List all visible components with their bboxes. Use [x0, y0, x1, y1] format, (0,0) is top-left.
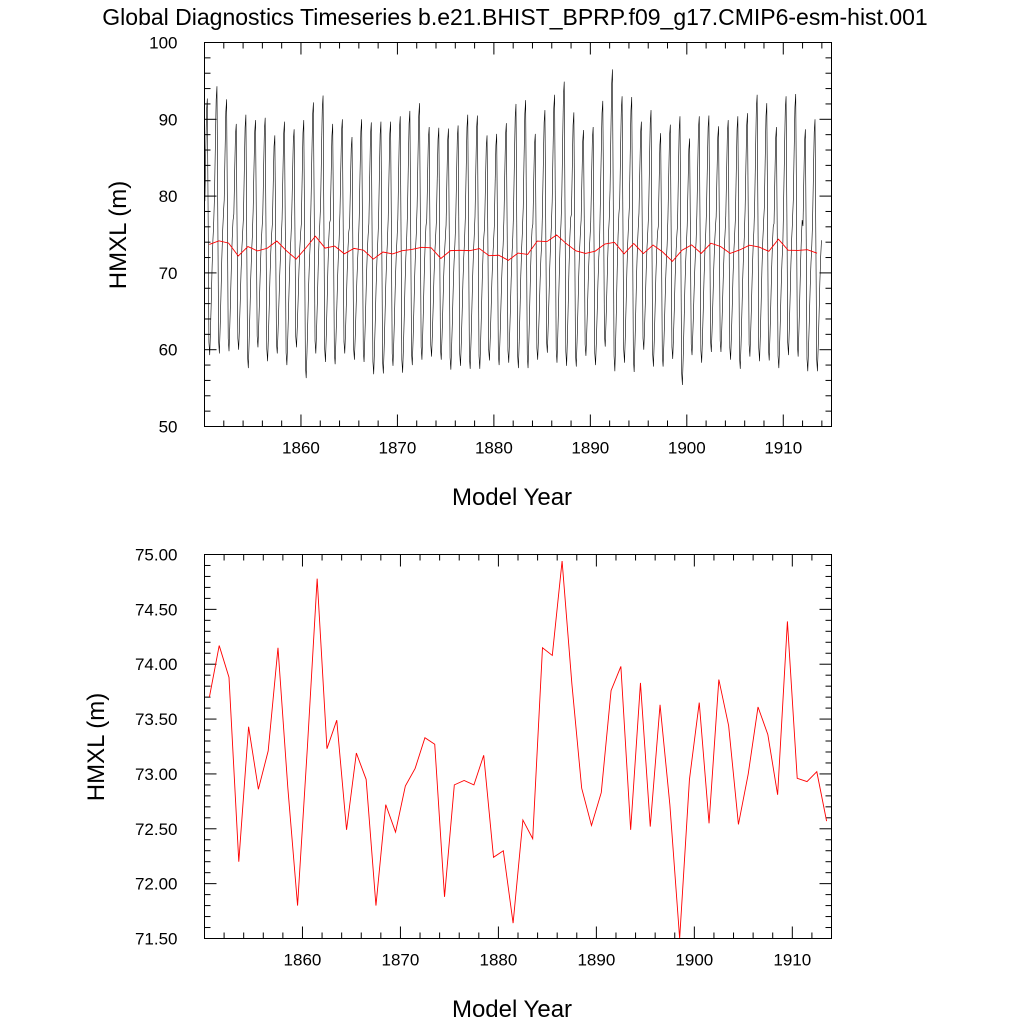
top-panel-series — [204, 69, 822, 386]
y-tick-label: 73.00 — [135, 765, 178, 784]
bottom-panel-y-axis-label: HMXL (m) — [83, 693, 110, 801]
bottom-panel-x-axis-label: Model Year — [452, 996, 572, 1023]
x-tick-label: 1900 — [668, 439, 706, 458]
y-tick-label: 72.50 — [135, 820, 178, 839]
top-monthly-series-line — [204, 69, 822, 386]
figure-title: Global Diagnostics Timeseries b.e21.BHIS… — [102, 4, 927, 30]
y-tick-label: 70 — [159, 264, 178, 283]
y-tick-label: 80 — [159, 187, 178, 206]
y-tick-label: 100 — [149, 34, 177, 53]
x-tick-label: 1910 — [773, 951, 811, 970]
top-panel-y-axis-label: HMXL (m) — [105, 181, 132, 289]
x-tick-label: 1870 — [382, 951, 420, 970]
y-tick-label: 75.00 — [135, 546, 178, 565]
x-tick-label: 1910 — [764, 439, 802, 458]
x-tick-label: 1880 — [475, 439, 513, 458]
x-tick-label: 1900 — [675, 951, 713, 970]
x-tick-label: 1860 — [282, 439, 320, 458]
bottom-panel-ticks — [204, 554, 832, 939]
top-panel: 1860 1870 1880 1890 1900 1910 50 60 70 80 90 100 Mo… — [105, 34, 832, 511]
x-tick-label: 1890 — [571, 439, 609, 458]
top-annual-mean-series-line — [209, 234, 818, 263]
top-panel-x-axis-label: Model Year — [452, 484, 572, 511]
x-tick-label: 1880 — [479, 951, 517, 970]
top-panel-frame — [204, 42, 832, 427]
x-tick-label: 1890 — [577, 951, 615, 970]
x-tick-label: 1870 — [379, 439, 417, 458]
bottom-annual-mean-series-line — [208, 561, 828, 939]
y-tick-label: 74.50 — [135, 600, 178, 619]
x-tick-label: 1860 — [284, 951, 322, 970]
bottom-panel-labels: 1860 1870 1880 1890 1900 1910 71.50 72.00 72.50 7… — [135, 546, 811, 970]
y-tick-label: 74.00 — [135, 655, 178, 674]
top-panel-ticks — [204, 42, 832, 427]
top-panel-labels: 1860 1870 1880 1890 1900 1910 50 60 70 80 90 100 — [149, 34, 802, 458]
bottom-panel-frame — [204, 554, 832, 939]
y-tick-label: 71.50 — [135, 930, 178, 949]
y-tick-label: 73.50 — [135, 710, 178, 729]
y-tick-label: 72.00 — [135, 875, 178, 894]
bottom-panel-series — [208, 561, 828, 939]
y-tick-label: 60 — [159, 341, 178, 360]
y-tick-label: 90 — [159, 110, 178, 129]
y-tick-label: 50 — [159, 418, 178, 437]
bottom-panel: 1860 1870 1880 1890 1900 1910 71.50 72.00 72.50 7… — [83, 546, 832, 1023]
